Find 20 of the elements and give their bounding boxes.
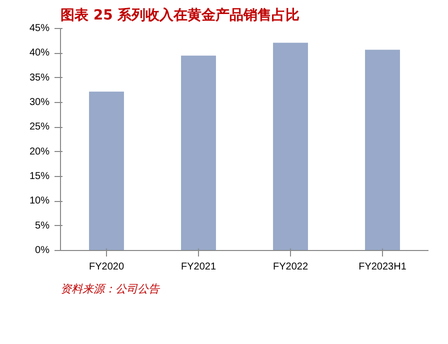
x-tick-label: FY2022: [272, 262, 308, 272]
y-tick-label: 25%: [29, 122, 50, 133]
y-tick-label: 30%: [29, 97, 50, 108]
y-tick-label: 15%: [29, 171, 50, 182]
text: 资料来源：公司公告: [60, 282, 160, 296]
chart-title: 图表 25 系列收入在黄金产品销售占比: [60, 6, 300, 24]
y-tick-label: 35%: [29, 72, 50, 84]
y-tick-label: 0%: [35, 245, 50, 256]
bar: [365, 50, 400, 250]
y-tick-label: 20%: [29, 146, 50, 158]
bar: [89, 92, 124, 250]
y-tick-label: 10%: [29, 196, 50, 207]
y-tick-label: 5%: [35, 220, 50, 232]
y-tick-label: 40%: [29, 48, 50, 59]
x-tick-label: FY2021: [180, 262, 216, 272]
x-tick-label: FY2023H1: [358, 262, 407, 272]
bar: [181, 56, 216, 250]
x-tick-label: FY2020: [88, 262, 124, 272]
bar: [273, 42, 308, 250]
y-tick-label: 45%: [29, 23, 50, 34]
